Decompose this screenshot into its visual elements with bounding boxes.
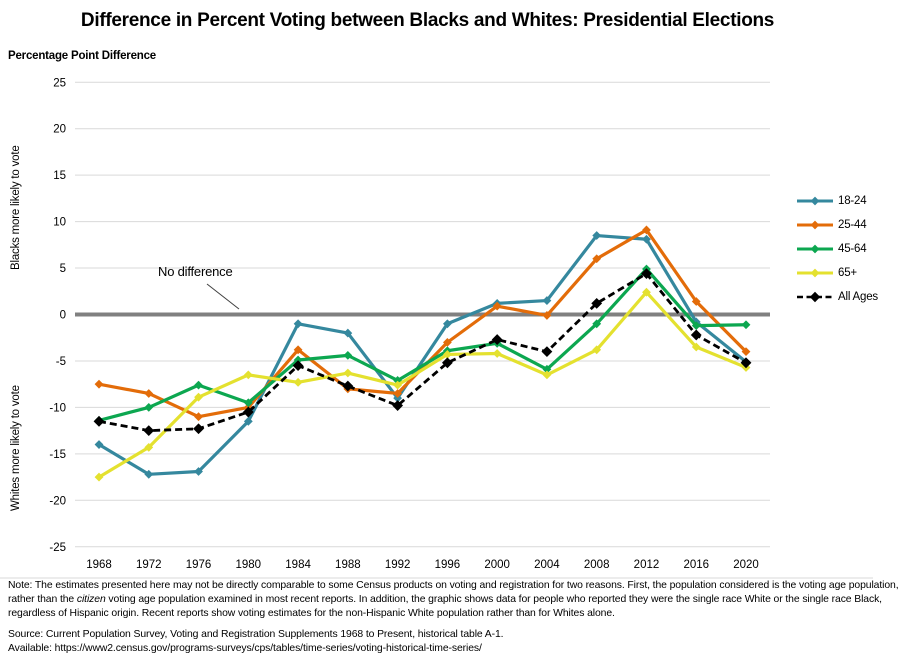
legend-label: 18-24: [838, 195, 867, 207]
legend-line-sample: [797, 244, 833, 254]
legend-item-18-24: 18-24: [796, 189, 878, 213]
svg-text:0: 0: [60, 310, 66, 322]
legend-line-sample: [797, 268, 833, 278]
svg-text:1988: 1988: [335, 559, 361, 571]
svg-text:10: 10: [53, 217, 66, 229]
y-axis-label-whites: Whites more likely to vote: [10, 385, 22, 511]
legend-item-25-44: 25-44: [796, 213, 878, 237]
legend-item-45-64: 45-64: [796, 237, 878, 261]
svg-text:2016: 2016: [683, 559, 709, 571]
svg-text:1992: 1992: [385, 559, 411, 571]
svg-text:2004: 2004: [534, 559, 560, 571]
svg-text:20: 20: [53, 124, 66, 136]
svg-text:1996: 1996: [435, 559, 461, 571]
svg-text:1980: 1980: [236, 559, 262, 571]
svg-text:25: 25: [53, 77, 66, 89]
legend-label: 65+: [838, 267, 857, 279]
svg-text:1976: 1976: [186, 559, 212, 571]
svg-text:2020: 2020: [733, 559, 759, 571]
source-text: Source: Current Population Survey, Votin…: [8, 629, 504, 640]
svg-text:-5: -5: [56, 356, 66, 368]
legend-item-all-ages: All Ages: [796, 285, 878, 309]
svg-text:1968: 1968: [86, 559, 112, 571]
svg-text:1984: 1984: [285, 559, 311, 571]
chart-title: Difference in Percent Voting between Bla…: [80, 10, 775, 31]
y-axis-title: Percentage Point Difference: [8, 50, 156, 62]
svg-text:-25: -25: [49, 542, 66, 554]
svg-text:-15: -15: [49, 449, 66, 461]
svg-text:15: 15: [53, 170, 66, 182]
svg-text:2012: 2012: [634, 559, 660, 571]
svg-text:2000: 2000: [484, 559, 510, 571]
note-text: Note: The estimates presented here may n…: [8, 580, 899, 619]
y-axis-label-blacks: Blacks more likely to vote: [10, 145, 22, 271]
legend-item-65-: 65+: [796, 261, 878, 285]
svg-text:5: 5: [60, 263, 66, 275]
legend-line-sample: [797, 291, 833, 303]
legend-line-sample: [797, 220, 833, 230]
svg-text:-20: -20: [49, 495, 66, 507]
footnotes: Note: The estimates presented here may n…: [8, 579, 907, 656]
no-difference-annotation: No difference: [158, 264, 233, 279]
legend-label: All Ages: [838, 291, 878, 303]
svg-text:-10: -10: [49, 402, 66, 414]
svg-text:2008: 2008: [584, 559, 610, 571]
legend-line-sample: [797, 196, 833, 206]
svg-text:1972: 1972: [136, 559, 162, 571]
chart-plot: 25 20 15 10 5 0 -5 -10 -15 -20 -25 1968 1972 1976 1980…: [0, 77, 873, 579]
legend-label: 25-44: [838, 219, 867, 231]
legend-label: 45-64: [838, 243, 867, 255]
legend: 18-24 25-44 45-64 65+ All Ages: [796, 189, 878, 309]
available-text: Available: https://www2.census.gov/progr…: [8, 643, 482, 654]
